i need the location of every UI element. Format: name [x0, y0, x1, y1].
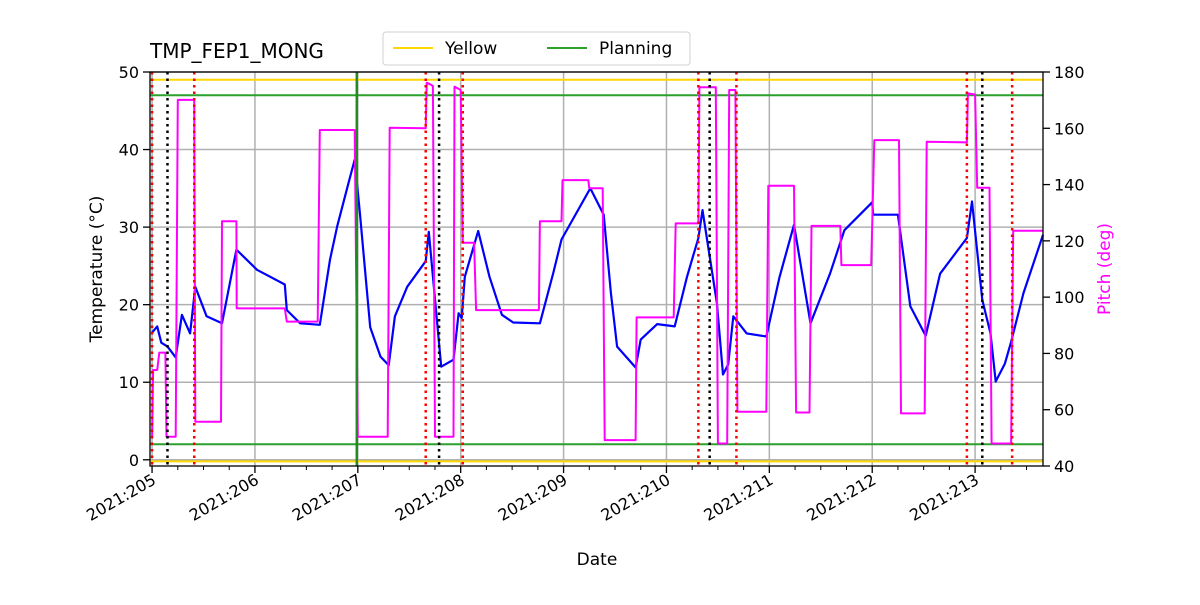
y-tick-label: 0 — [129, 451, 139, 470]
x-tick-label: 2021:211 — [700, 470, 776, 525]
grid — [150, 71, 1043, 466]
y-right-tick-label: 40 — [1054, 457, 1074, 476]
y-axis-label: Temperature (°C) — [87, 196, 107, 344]
y-right-tick-label: 100 — [1054, 288, 1085, 307]
legend: Yellow Planning — [382, 31, 691, 66]
legend-frame — [382, 31, 691, 66]
x-tick-label: 2021:208 — [392, 470, 468, 525]
y-right-tick-label: 80 — [1054, 344, 1074, 363]
y-right-tick-label: 120 — [1054, 232, 1085, 251]
x-axis-label: Date — [577, 550, 618, 570]
pitch-line — [151, 81, 1043, 445]
chart-title: TMP_FEP1_MONG — [149, 39, 324, 63]
legend-label-planning: Planning — [599, 39, 672, 59]
y-right-tick-label: 140 — [1054, 176, 1085, 195]
y-axis-right-label: Pitch (deg) — [1095, 223, 1115, 315]
y-right-tick-label: 60 — [1054, 401, 1074, 420]
y-tick-label: 10 — [119, 373, 139, 392]
y-tick-label: 50 — [119, 63, 139, 82]
limit-lines — [150, 78, 1043, 463]
y-tick-label: 40 — [119, 141, 139, 160]
event-lines — [150, 72, 1014, 466]
y-tick-label: 20 — [119, 296, 139, 315]
temperature-line — [151, 158, 1045, 383]
x-tick-label: 2021:209 — [495, 470, 571, 525]
y-right-tick-label: 160 — [1054, 119, 1085, 138]
x-tick-label: 2021:205 — [83, 470, 159, 525]
plot-frame — [149, 71, 1044, 467]
x-tick-label: 2021:213 — [906, 470, 982, 525]
x-tick-label: 2021:207 — [289, 470, 365, 525]
x-tick-label: 2021:206 — [186, 470, 262, 525]
legend-label-yellow: Yellow — [444, 39, 497, 59]
y-right-tick-label: 180 — [1054, 63, 1085, 82]
y-tick-label: 30 — [119, 218, 139, 237]
series-layer — [151, 81, 1045, 445]
x-tick-label: 2021:210 — [598, 470, 674, 525]
x-tick-label: 2021:212 — [803, 470, 879, 525]
